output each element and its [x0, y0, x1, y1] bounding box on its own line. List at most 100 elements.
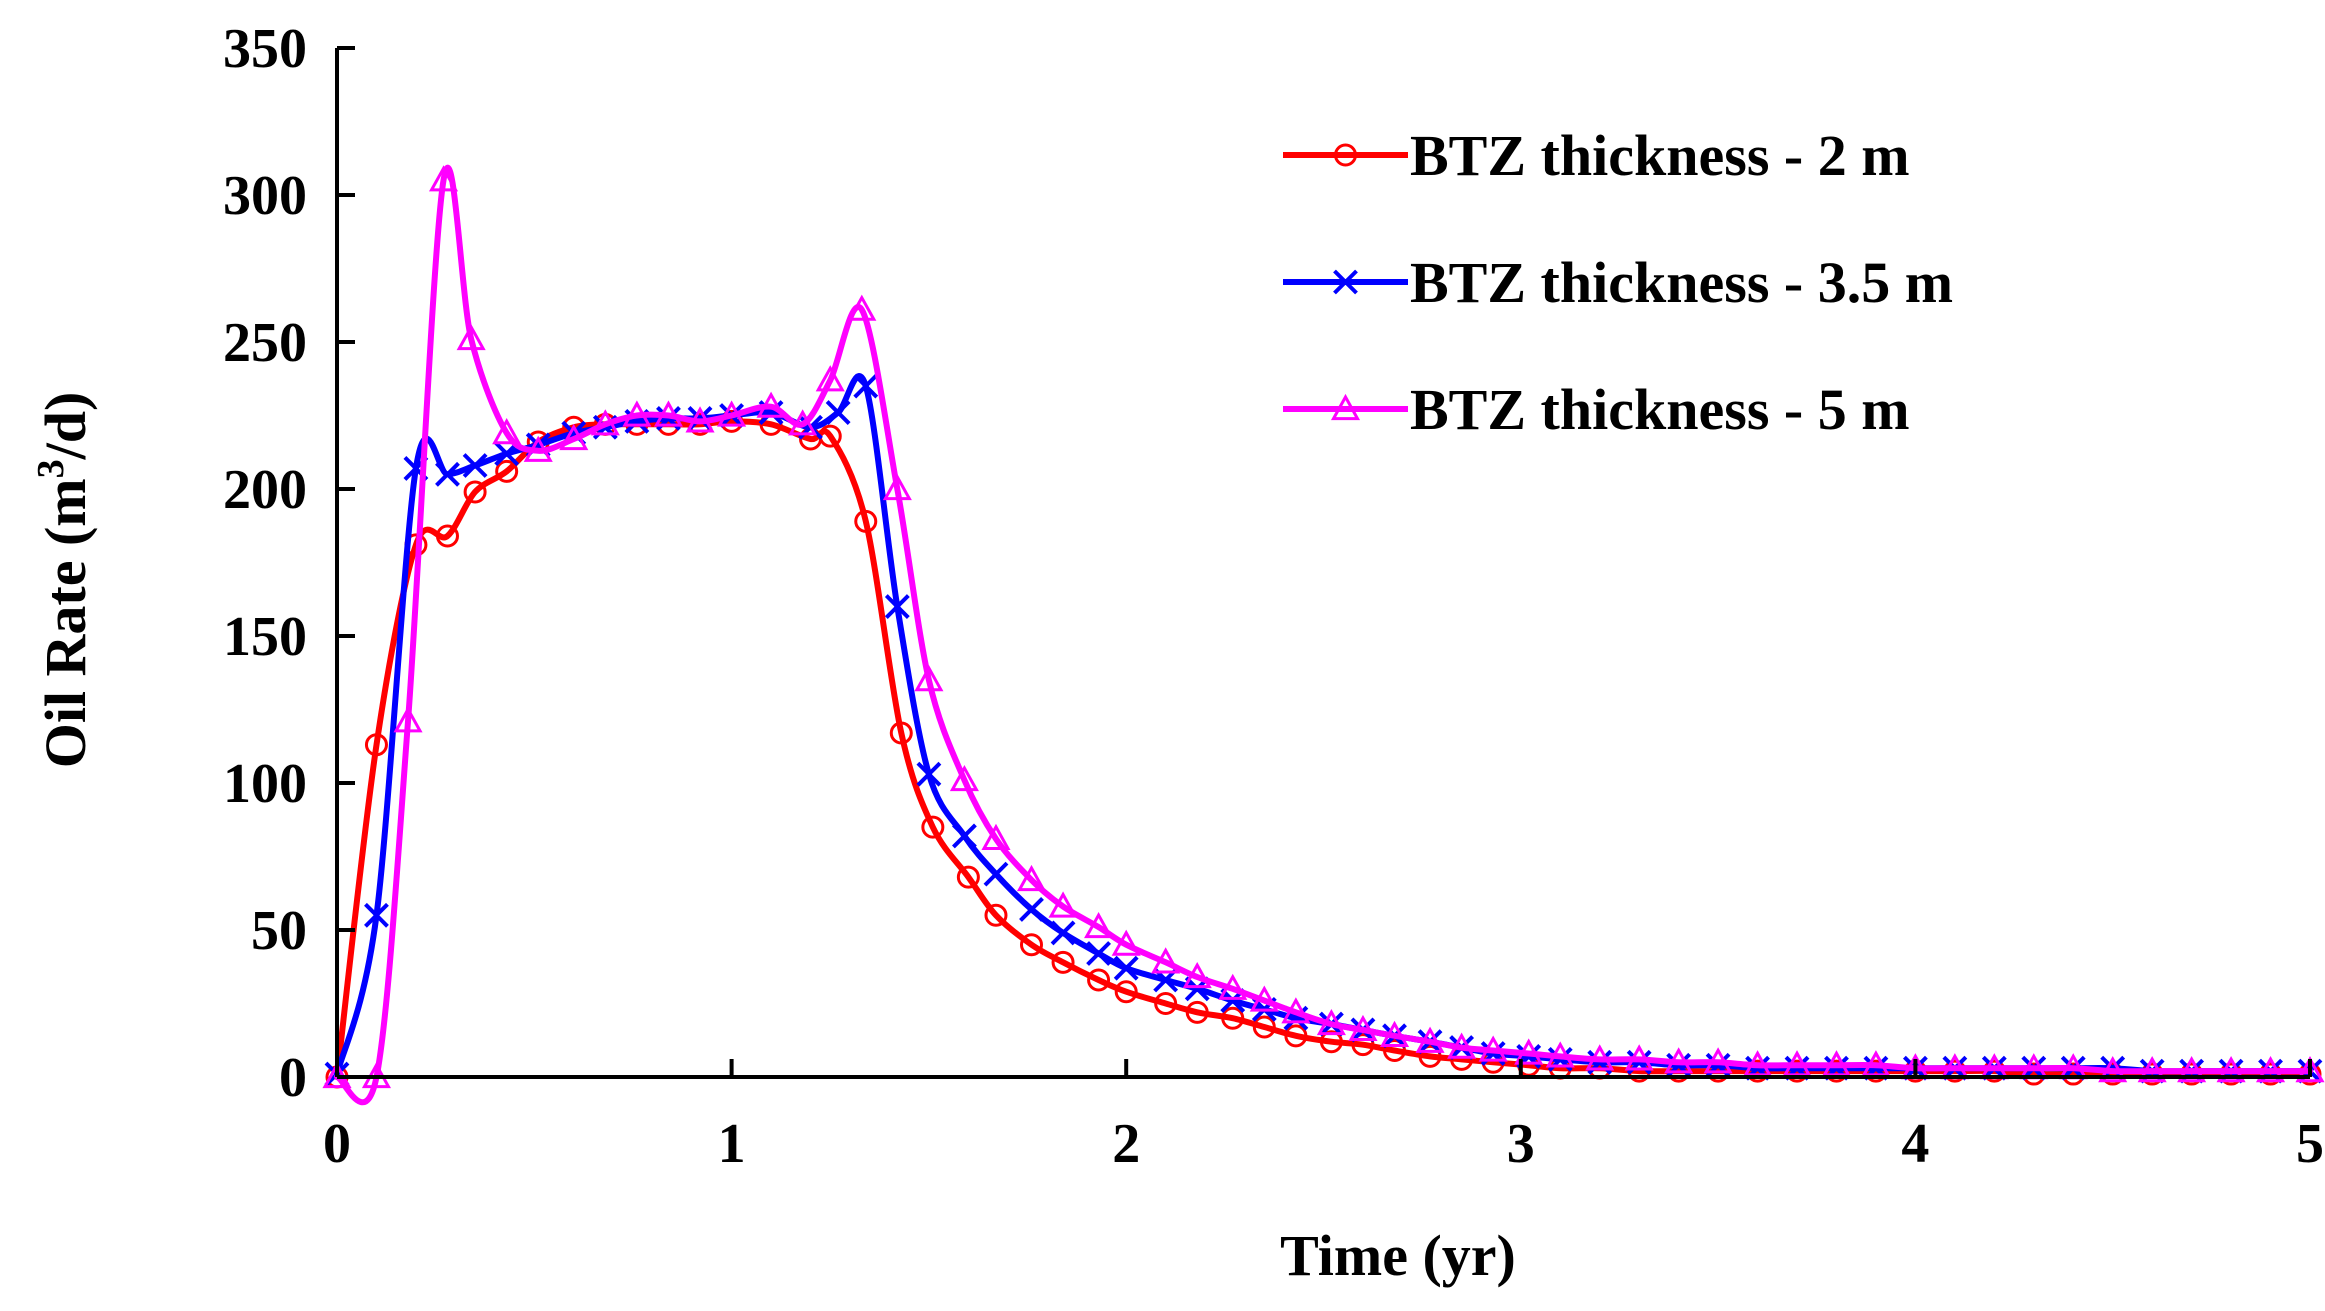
data-point [435, 461, 460, 487]
y-tick-label: 300 [223, 165, 307, 227]
series-line [334, 165, 2313, 1106]
x-tick-label: 4 [1901, 1113, 1929, 1175]
y-axis-title: Oil Rate (m3/d) [30, 392, 98, 769]
data-point [1348, 1014, 1378, 1042]
data-point [1019, 897, 1044, 922]
data-point [1821, 1050, 1852, 1077]
y-tick-label: 250 [223, 312, 307, 374]
y-tick-label: 150 [223, 606, 307, 668]
data-point [2098, 1056, 2128, 1083]
data-point [1478, 1035, 1508, 1062]
y-tick-label: 100 [223, 753, 307, 815]
data-point [1585, 1044, 1615, 1071]
data-point [1221, 1006, 1245, 1030]
data-point [393, 706, 423, 733]
data-point [364, 733, 388, 757]
data-point [1782, 1050, 1812, 1077]
data-point [2255, 1056, 2286, 1083]
data-point [921, 815, 945, 839]
data-point [559, 423, 589, 451]
data-point [1319, 1030, 1343, 1054]
series-3 [322, 165, 2325, 1106]
data-point [1185, 1000, 1209, 1024]
ticks [335, 46, 2312, 1079]
data-point [1703, 1047, 1733, 1074]
data-point [495, 459, 519, 483]
data-point [1861, 1050, 1891, 1077]
data-point [2137, 1056, 2167, 1083]
data-point [854, 509, 878, 533]
series-line [334, 373, 2313, 1078]
data-point [1447, 1032, 1477, 1059]
legend-marker [1334, 143, 1357, 167]
data-point [456, 323, 486, 351]
data-point [1664, 1047, 1694, 1074]
data-point [1151, 947, 1181, 974]
x-tick-label: 0 [323, 1113, 351, 1175]
legend: BTZ thickness - 2 m BTZ thickness - 3.5 m… [1283, 123, 1953, 442]
data-point [788, 409, 818, 436]
data-point [1019, 933, 1043, 957]
legend-entry: BTZ thickness - 2 m [1283, 123, 1910, 188]
data-point [653, 400, 684, 427]
y-axis-title-superscript: 3 [30, 459, 72, 478]
y-tick-label: 200 [223, 459, 307, 521]
data-point [1743, 1050, 1773, 1077]
y-axis-title-tail: /d) [33, 392, 98, 461]
data-point [1113, 955, 1139, 981]
data-point [1111, 929, 1141, 956]
axes [335, 48, 2310, 1079]
data-point [717, 400, 747, 427]
legend-entry: BTZ thickness - 5 m [1283, 377, 1910, 442]
data-point [590, 409, 620, 436]
data-point [1545, 1041, 1575, 1068]
data-point [1418, 1044, 1442, 1068]
series-line [334, 418, 2313, 1080]
y-axis-title-main: Oil Rate (m [33, 478, 98, 768]
data-point [889, 721, 913, 745]
data-point [1051, 950, 1075, 974]
data-point [1281, 997, 1311, 1024]
tick-labels: 0 50 100 150 200 250 300 350 0 1 2 3 4 5 [223, 18, 2324, 1175]
y-tick-label: 0 [279, 1047, 307, 1109]
x-tick-label: 1 [718, 1113, 746, 1175]
data-point [882, 473, 912, 501]
data-point [1383, 1039, 1407, 1063]
data-point [949, 764, 979, 792]
data-point [435, 524, 459, 548]
data-point [1514, 1038, 1544, 1065]
legend-marker [1330, 393, 1361, 421]
data-point [1624, 1044, 1654, 1071]
data-point [815, 365, 845, 392]
data-point [364, 902, 389, 928]
x-tick-label: 3 [1507, 1113, 1535, 1175]
data-point [1050, 920, 1076, 946]
data-point [428, 165, 459, 192]
data-point [1284, 1024, 1308, 1048]
y-tick-label: 350 [223, 18, 307, 80]
data-point [847, 294, 877, 321]
data-point [1016, 864, 1047, 892]
x-tick-label: 2 [1112, 1113, 1140, 1175]
data-point [1415, 1026, 1445, 1053]
data-point [853, 373, 879, 399]
data-point [884, 594, 910, 620]
data-point [523, 435, 553, 462]
data-point [916, 761, 942, 787]
data-point [951, 823, 977, 849]
data-point [1087, 968, 1111, 992]
data-point [1252, 1015, 1276, 1039]
data-point [956, 865, 980, 889]
plot-lines [322, 165, 2325, 1106]
data-point [2216, 1056, 2246, 1083]
data-point [1351, 1033, 1375, 1057]
data-point [756, 391, 786, 418]
data-point [463, 480, 487, 504]
legend-label: BTZ thickness - 2 m [1410, 123, 1910, 188]
data-point [914, 665, 944, 692]
data-point [2295, 1056, 2325, 1083]
data-point [1379, 1020, 1410, 1047]
data-point [1084, 911, 1114, 939]
legend-label: BTZ thickness - 3.5 m [1410, 250, 1953, 315]
